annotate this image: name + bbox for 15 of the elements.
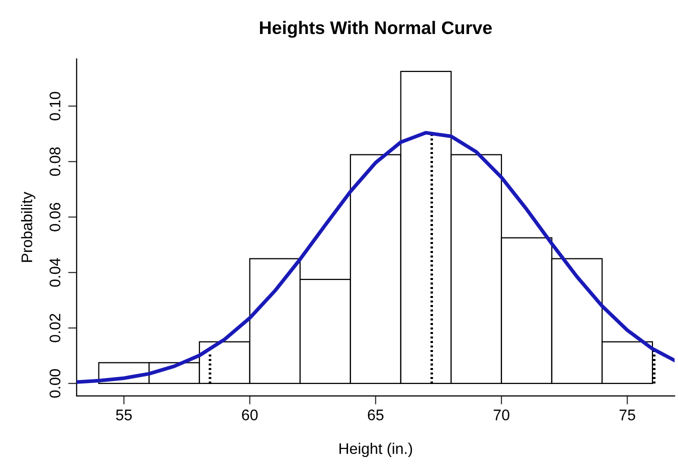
x-tick-label: 60 xyxy=(242,410,258,420)
x-tick-label: 70 xyxy=(494,410,510,420)
y-tick-label: 0.10 xyxy=(50,92,60,120)
line-series xyxy=(76,130,675,384)
x-axis-title: Height (in.) xyxy=(340,442,412,458)
y-tick-label: 0.00 xyxy=(50,369,60,398)
x-tick-label: 75 xyxy=(620,410,636,420)
y-tick-label: 0.08 xyxy=(50,147,60,176)
x-tick-label: 55 xyxy=(116,410,132,420)
y-tick-label: 0.04 xyxy=(50,258,60,287)
y-tick-label: 0.02 xyxy=(50,314,60,342)
y-axis-title: Probability xyxy=(21,192,36,262)
chart-title: Heights With Normal Curve xyxy=(260,20,492,38)
y-tick-label: 0.06 xyxy=(50,202,60,232)
x-tick-label: 65 xyxy=(368,410,384,420)
